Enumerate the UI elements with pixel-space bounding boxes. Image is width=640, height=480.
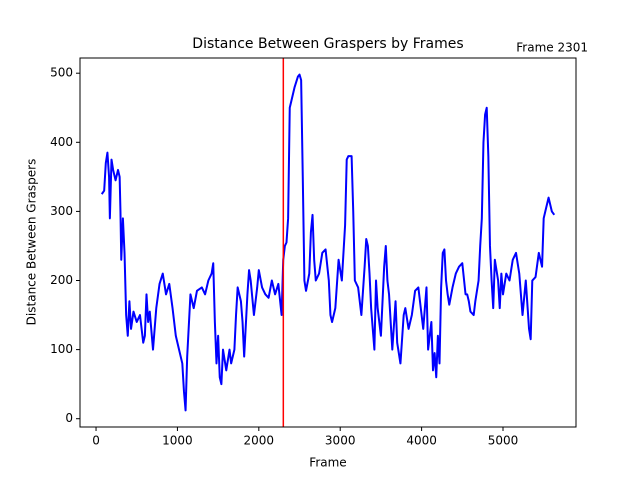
x-tick-label: 5000 [488,434,519,448]
y-tick-label: 500 [50,66,73,80]
chart-title: Distance Between Graspers by Frames [192,36,463,52]
y-tick-label: 100 [50,342,73,356]
x-tick-label: 0 [92,434,100,448]
data-line [100,73,556,412]
x-tick-label: 4000 [406,434,437,448]
y-tick-label: 400 [50,135,73,149]
y-axis-label: Distance Between Graspers [25,159,39,326]
plot-frame [79,57,577,428]
y-tick-label: 200 [50,273,73,287]
x-axis-label: Frame [309,456,346,470]
y-tick-label: 300 [50,204,73,218]
x-tick-label: 3000 [325,434,356,448]
annotation: Frame 2301 [516,41,588,55]
y-tick-label: 0 [65,411,73,425]
x-tick-label: 2000 [244,434,275,448]
x-tick-label: 1000 [162,434,193,448]
